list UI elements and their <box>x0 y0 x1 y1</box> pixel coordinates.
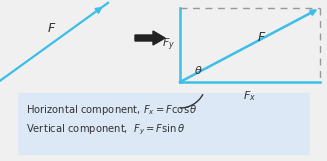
Text: $\theta$: $\theta$ <box>194 64 202 76</box>
Text: Horizontal component, $F_x = F \cos \theta$: Horizontal component, $F_x = F \cos \the… <box>26 103 198 117</box>
Text: $F$: $F$ <box>257 30 267 43</box>
Text: Vertical component,  $F_y = F \sin \theta$: Vertical component, $F_y = F \sin \theta… <box>26 123 186 137</box>
Text: $F_x$: $F_x$ <box>244 89 256 103</box>
FancyArrow shape <box>135 31 165 45</box>
Text: $F_y$: $F_y$ <box>162 37 175 53</box>
Text: $F$: $F$ <box>47 22 57 34</box>
FancyBboxPatch shape <box>18 93 310 155</box>
